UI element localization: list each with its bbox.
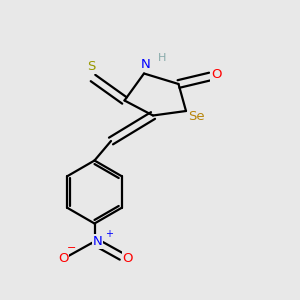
Text: −: − xyxy=(67,242,76,253)
Text: N: N xyxy=(141,58,150,71)
Text: S: S xyxy=(87,60,96,73)
Text: O: O xyxy=(58,251,68,265)
Text: H: H xyxy=(158,53,166,63)
Text: +: + xyxy=(105,229,113,239)
Text: O: O xyxy=(211,68,221,82)
Text: N: N xyxy=(93,235,102,248)
Text: O: O xyxy=(122,251,133,265)
Text: Se: Se xyxy=(188,110,205,123)
